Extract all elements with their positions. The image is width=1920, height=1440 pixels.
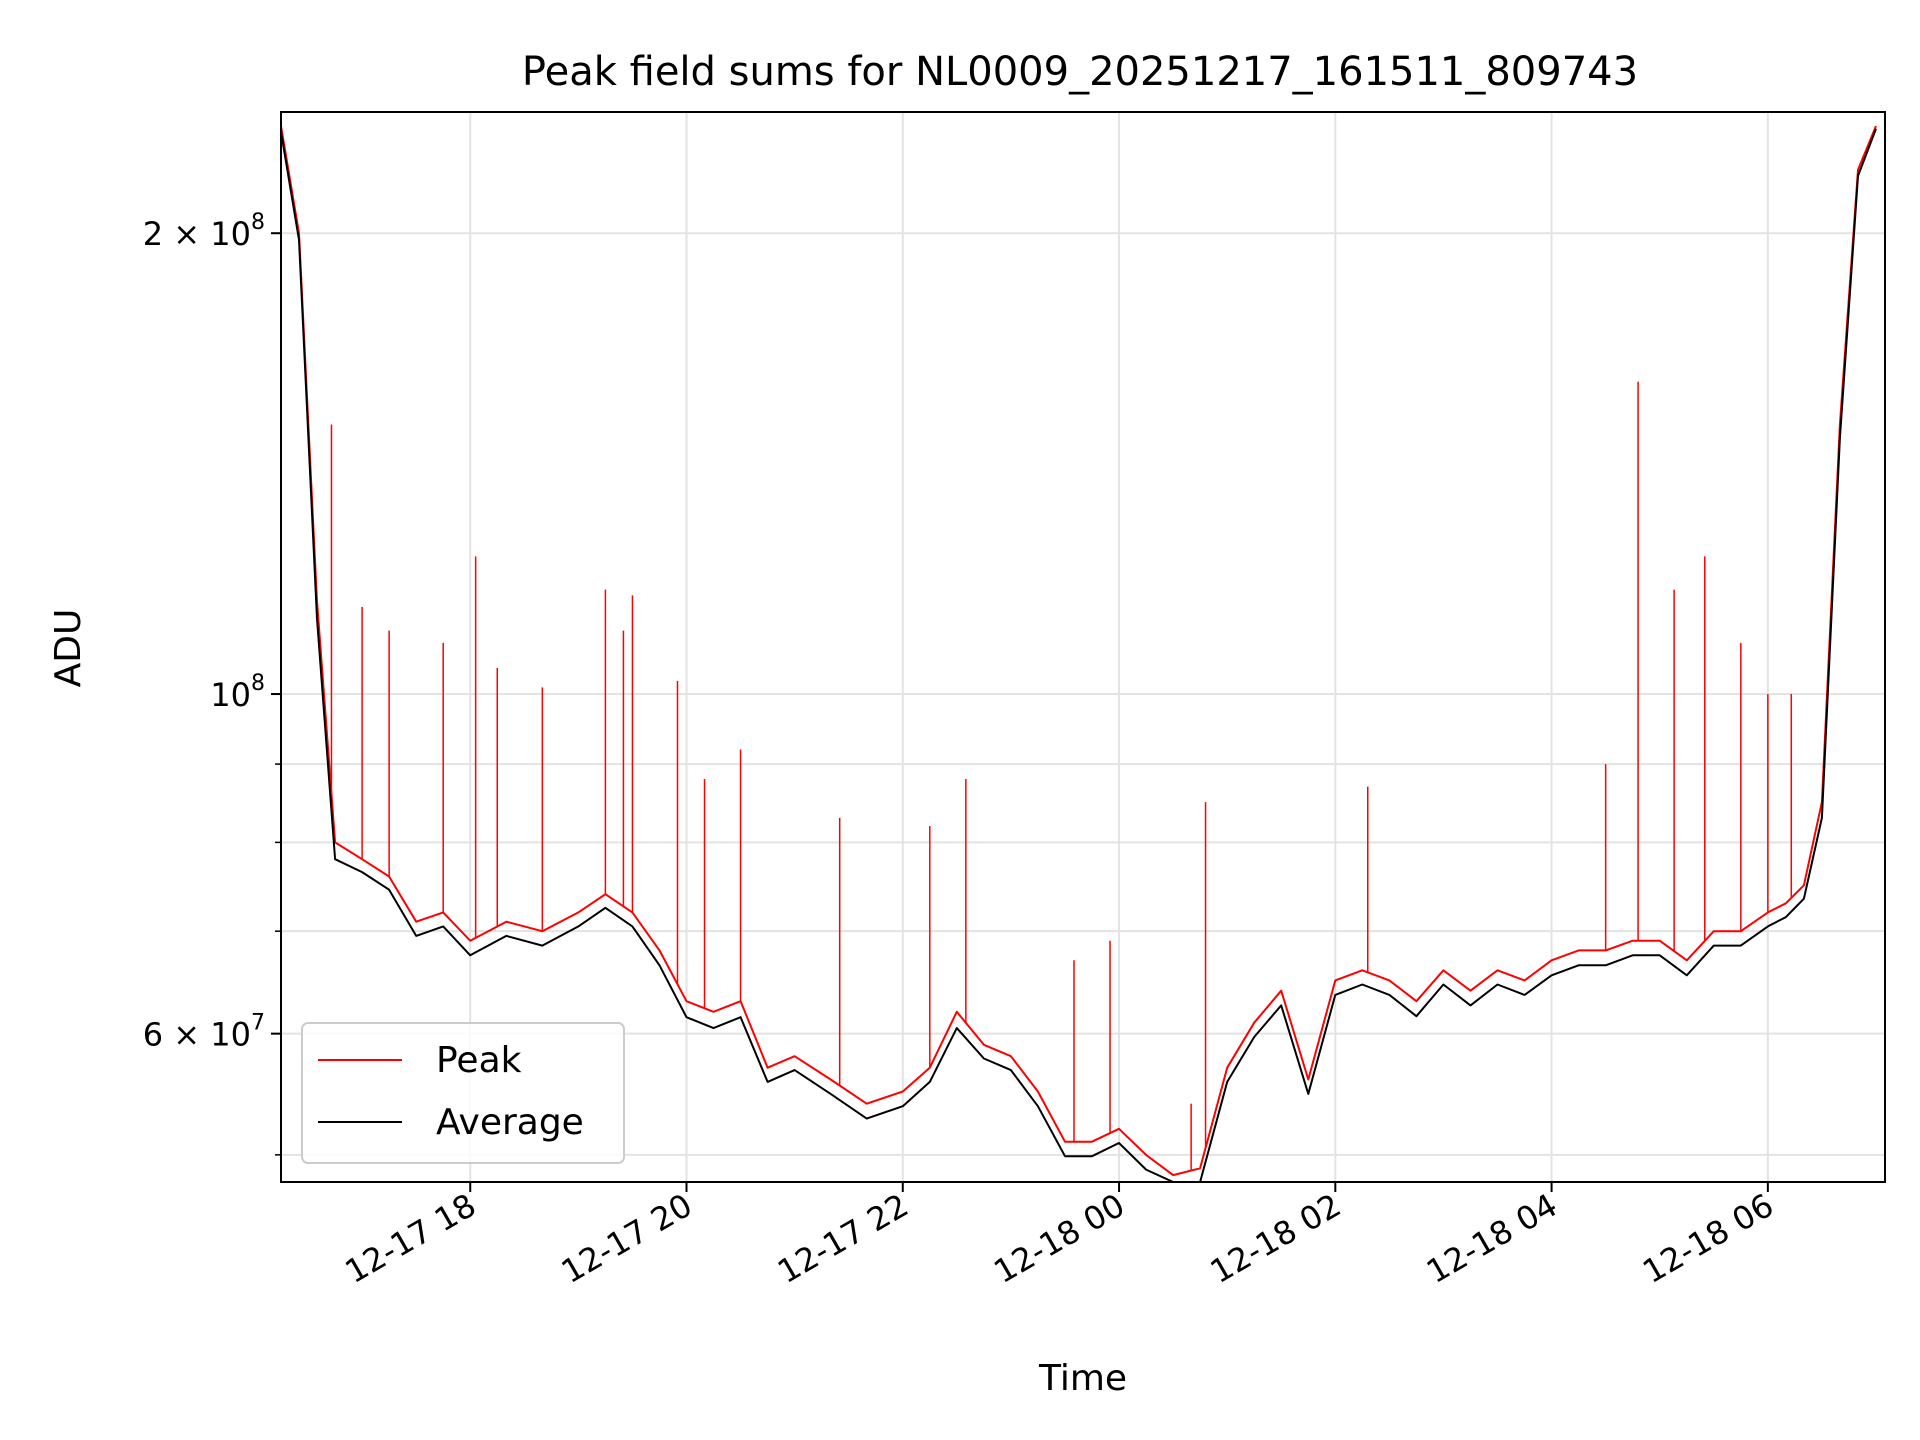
x-axis-label: Time [1038,1358,1127,1399]
y-tick-label-base: 6 × 10 [143,1016,251,1054]
y-tick-label: 6 × 107 [143,1011,265,1054]
y-tick-label: 2 × 108 [143,210,265,253]
y-tick-label: 108 [210,671,265,714]
y-tick-label-exponent: 8 [251,671,265,696]
y-tick-label-base: 10 [210,676,251,714]
legend-box [301,1022,625,1164]
series-line-average [280,128,1877,1183]
legend: Peak Average [301,1022,625,1164]
plot-frame [280,111,1886,1183]
y-tick-label-exponent: 7 [251,1011,265,1036]
series-line-peak [280,125,1877,1177]
y-tick-label-exponent: 8 [251,210,265,235]
chart-title: Peak field sums for NL0009_20251217_1615… [522,49,1638,95]
y-tick-label-base: 2 × 10 [143,215,251,253]
legend-average-label: Average [436,1102,584,1143]
spike-layer [330,381,1793,1171]
series-layer [280,125,1877,1183]
legend-peak-label: Peak [436,1040,522,1081]
y-axis-label: ADU [48,609,89,688]
